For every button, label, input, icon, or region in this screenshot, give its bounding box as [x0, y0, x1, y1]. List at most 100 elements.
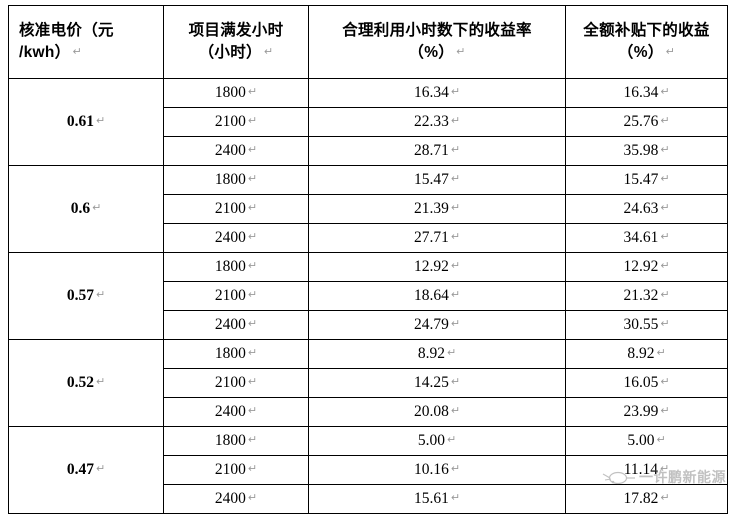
cell-value: 25.76: [623, 112, 659, 130]
table-row: 0.52 ↵ 1800 ↵ 8.92 ↵ 8.92 ↵: [8, 339, 728, 427]
paragraph-return-icon: ↵: [247, 432, 258, 446]
column-header-line-2: （%） ↵: [568, 42, 725, 64]
cell-reasonable-hours-rate: 12.92 ↵: [308, 252, 566, 282]
cell-full-load-hours: 1800 ↵: [163, 426, 309, 456]
paragraph-return-icon: ↵: [247, 316, 258, 330]
column-header-reasonable-hours-rate: 合理利用小时数下的收益率 （%） ↵: [308, 5, 566, 79]
cell-approved-tariff: 0.6 ↵: [8, 165, 164, 253]
column-header-line-1: 项目满发小时: [188, 21, 284, 39]
cell-value: 2400: [214, 141, 246, 159]
cell-value: 0.61: [66, 112, 94, 130]
cell-full-subsidy-rate: 15.47 ↵: [565, 165, 728, 195]
column-header-line-2-text: （%）: [617, 44, 664, 61]
paragraph-return-icon: ↵: [95, 287, 106, 301]
paragraph-return-icon: ↵: [450, 229, 461, 243]
table-row: 0.47 ↵ 1800 ↵ 5.00 ↵ 5.00 ↵: [8, 426, 728, 514]
cell-value: 15.47: [623, 170, 659, 188]
paragraph-return-icon: ↵: [92, 200, 102, 214]
cell-value: 1800: [214, 431, 246, 449]
cell-value: 0.6: [70, 199, 91, 217]
cell-value: 23.99: [623, 402, 659, 420]
cell-value: 2100: [214, 112, 246, 130]
paragraph-return-icon: ↵: [247, 142, 258, 156]
cell-reasonable-hours-rate: 15.61 ↵: [308, 484, 566, 514]
paragraph-return-icon: ↵: [450, 374, 461, 388]
column-header-line-1: 合理利用小时数下的收益率: [342, 21, 532, 39]
paragraph-return-icon: ↵: [247, 287, 258, 301]
cell-value: 0.47: [66, 460, 94, 478]
cell-value: 24.79: [413, 315, 449, 333]
table-header: 核准电价（元/kwh） ↵ 项目满发小时 （小时） ↵ 合理利用小时数下的收益率 （%） ↵ 全…: [8, 5, 728, 79]
cell-full-subsidy-rate: 8.92 ↵: [565, 339, 728, 369]
paragraph-return-icon: ↵: [660, 84, 670, 98]
cell-reasonable-hours-rate: 22.33 ↵: [308, 107, 566, 137]
paragraph-return-icon: ↵: [263, 45, 274, 58]
cell-reasonable-hours-rate: 28.71 ↵: [308, 136, 566, 166]
cell-full-load-hours: 2400 ↵: [163, 310, 309, 340]
cell-value: 1800: [214, 83, 246, 101]
table-body: 0.61 ↵ 1800 ↵ 16.34 ↵ 16.34 ↵ 2100 ↵ 22.33 ↵ 25.76 ↵ 2…: [8, 78, 728, 514]
cell-value: 2400: [214, 228, 246, 246]
cell-full-load-hours: 2400 ↵: [163, 484, 309, 514]
cell-value: 5.00: [627, 431, 655, 449]
column-header-line-2-text: （小时）: [198, 44, 262, 61]
cell-value: 10.16: [413, 460, 449, 478]
paragraph-return-icon: ↵: [247, 374, 258, 388]
table-row: 0.6 ↵ 1800 ↵ 15.47 ↵ 15.47 ↵: [8, 165, 728, 253]
table-header-row: 核准电价（元/kwh） ↵ 项目满发小时 （小时） ↵ 合理利用小时数下的收益率 （%） ↵ 全…: [8, 5, 728, 79]
cell-value: 11.14: [623, 460, 659, 478]
cell-full-load-hours: 2400 ↵: [163, 397, 309, 427]
paragraph-return-icon: ↵: [660, 461, 670, 475]
cell-value: 1800: [214, 170, 246, 188]
cell-full-subsidy-rate: 11.14 ↵: [565, 455, 728, 485]
paragraph-return-icon: ↵: [656, 432, 666, 446]
paragraph-return-icon: ↵: [450, 490, 461, 504]
cell-reasonable-hours-rate: 21.39 ↵: [308, 194, 566, 224]
cell-full-subsidy-rate: 35.98 ↵: [565, 136, 728, 166]
column-header-approved-tariff: 核准电价（元/kwh） ↵: [8, 5, 164, 79]
paragraph-return-icon: ↵: [660, 374, 670, 388]
cell-full-subsidy-rate: 34.61 ↵: [565, 223, 728, 253]
cell-approved-tariff: 0.61 ↵: [8, 78, 164, 166]
cell-value: 1800: [214, 257, 246, 275]
cell-full-load-hours: 2100 ↵: [163, 194, 309, 224]
cell-value: 21.32: [623, 286, 659, 304]
paragraph-return-icon: ↵: [72, 45, 82, 58]
column-header-line-2: （小时） ↵: [166, 42, 306, 64]
paragraph-return-icon: ↵: [660, 287, 670, 301]
paragraph-return-icon: ↵: [95, 461, 106, 475]
cell-value: 2100: [214, 373, 246, 391]
cell-value: 2100: [214, 460, 246, 478]
cell-full-load-hours: 2100 ↵: [163, 107, 309, 137]
cell-reasonable-hours-rate: 5.00 ↵: [308, 426, 566, 456]
paragraph-return-icon: ↵: [247, 200, 258, 214]
column-header-full-load-hours: 项目满发小时 （小时） ↵: [163, 5, 309, 79]
cell-value: 8.92: [627, 344, 655, 362]
cell-value: 27.71: [413, 228, 449, 246]
cell-full-subsidy-rate: 24.63 ↵: [565, 194, 728, 224]
paragraph-return-icon: ↵: [660, 490, 670, 504]
cell-value: 1800: [214, 344, 246, 362]
cell-reasonable-hours-rate: 14.25 ↵: [308, 368, 566, 398]
cell-value: 15.47: [413, 170, 449, 188]
table-row: 2400 ↵ 24.79 ↵ 30.55 ↵: [9, 310, 728, 340]
cell-value: 12.92: [623, 257, 659, 275]
cell-full-subsidy-rate: 12.92 ↵: [565, 252, 728, 282]
paragraph-return-icon: ↵: [660, 258, 670, 272]
cell-value: 2100: [214, 199, 246, 217]
paragraph-return-icon: ↵: [660, 171, 670, 185]
paragraph-return-icon: ↵: [665, 45, 676, 58]
cell-full-subsidy-rate: 23.99 ↵: [565, 397, 728, 427]
column-header-line-2-text: /kwh）: [19, 44, 71, 61]
paragraph-return-icon: ↵: [450, 403, 461, 417]
cell-reasonable-hours-rate: 27.71 ↵: [308, 223, 566, 253]
paragraph-return-icon: ↵: [450, 200, 461, 214]
paragraph-return-icon: ↵: [247, 171, 258, 185]
cell-value: 28.71: [413, 141, 449, 159]
cell-value: 35.98: [623, 141, 659, 159]
paragraph-return-icon: ↵: [660, 229, 670, 243]
cell-value: 15.61: [413, 489, 449, 507]
cell-value: 14.25: [413, 373, 449, 391]
paragraph-return-icon: ↵: [450, 461, 461, 475]
cell-value: 24.63: [623, 199, 659, 217]
